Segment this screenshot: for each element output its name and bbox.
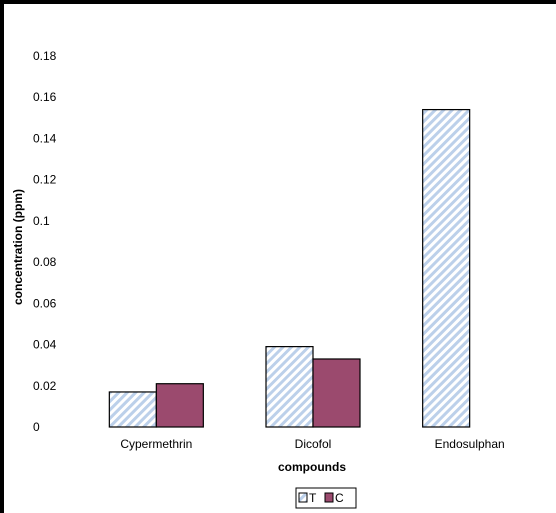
y-tick-label: 0.06 xyxy=(33,296,57,310)
x-tick-label: Dicofol xyxy=(295,437,332,451)
y-tick-label: 0.02 xyxy=(33,379,57,393)
legend-label-T: T xyxy=(309,491,317,505)
bar-T-cypermethrin xyxy=(108,391,157,428)
y-tick-label: 0.14 xyxy=(33,131,57,145)
y-tick-label: 0.18 xyxy=(33,49,57,63)
x-axis-title: compounds xyxy=(278,460,346,474)
bar-T-endosulphan xyxy=(422,108,471,428)
bars xyxy=(108,108,471,428)
y-tick-label: 0.04 xyxy=(33,338,57,352)
y-tick-label: 0.1 xyxy=(33,214,50,228)
y-tick-label: 0.16 xyxy=(33,90,57,104)
y-tick-label: 0.12 xyxy=(33,173,57,187)
x-tick-label: Cypermethrin xyxy=(120,437,192,451)
legend-label-C: C xyxy=(335,491,344,505)
bar-T-dicofol xyxy=(265,346,314,428)
bar-C-cypermethrin xyxy=(155,383,204,428)
x-axis-ticks: Cypermethrin Dicofol Endosulphan xyxy=(120,437,504,451)
bar-C-dicofol xyxy=(312,358,361,428)
legend-swatch-C xyxy=(324,492,334,503)
y-axis-ticks: 0 0.02 0.04 0.06 0.08 0.1 0.12 0.14 0.16 0.18 xyxy=(33,49,57,434)
legend-swatch-T xyxy=(298,492,308,503)
y-tick-label: 0.08 xyxy=(33,255,57,269)
x-tick-label: Endosulphan xyxy=(435,437,505,451)
y-axis-title: concentration (ppm) xyxy=(11,189,25,305)
y-tick-label: 0 xyxy=(33,420,40,434)
